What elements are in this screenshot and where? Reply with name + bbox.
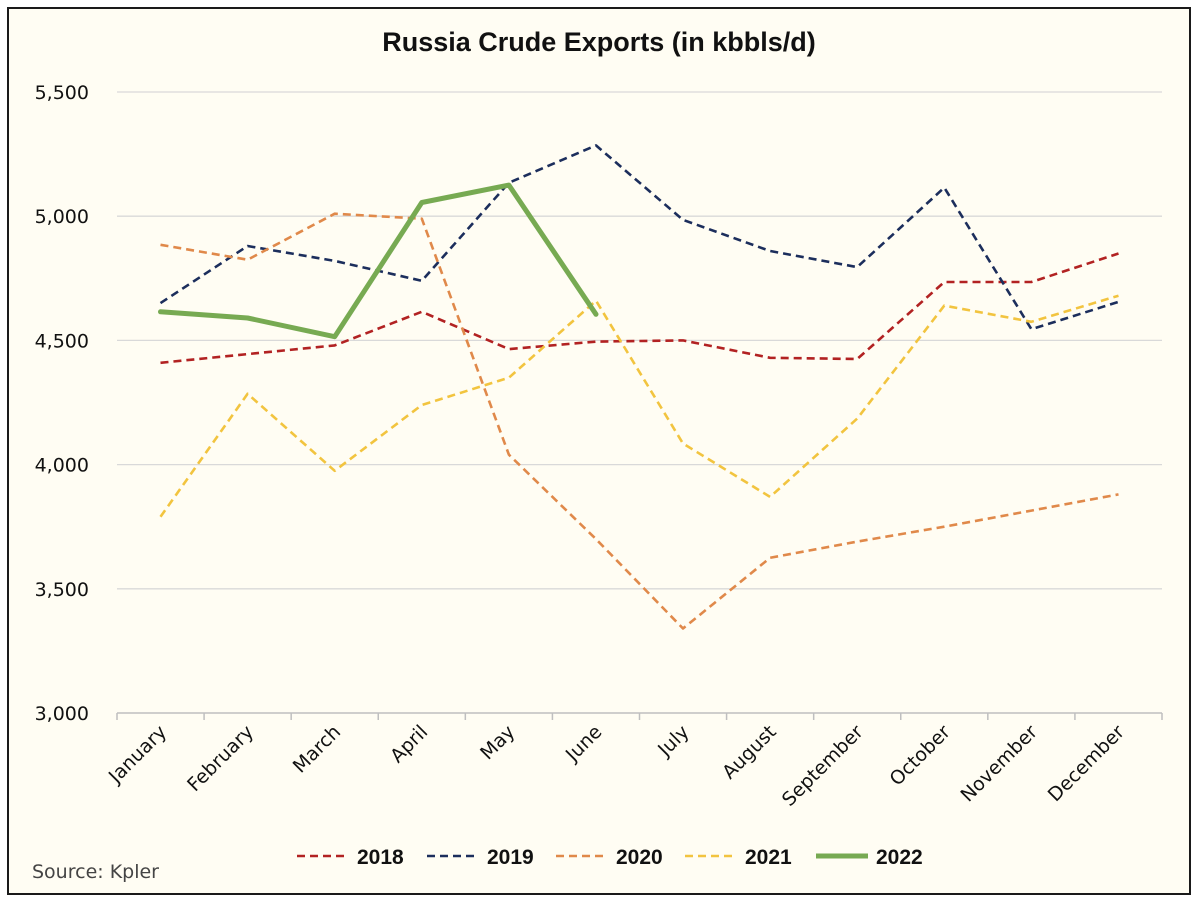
series-line-2019: [159, 144, 1119, 331]
x-tick-label: August: [718, 721, 781, 784]
x-tick-label: September: [778, 721, 868, 811]
legend-label-2019: 2019: [487, 846, 534, 869]
y-axis-ticks: 3,000 3,500 4,000 4,500 5,000 5,500: [35, 82, 89, 725]
series-line-2020: [160, 212, 1119, 630]
x-tick-label: April: [386, 721, 432, 767]
x-axis-ticks: January February March April May June July Augu…: [104, 721, 1129, 811]
legend-label-2021: 2021: [745, 846, 792, 869]
legend-label-2018: 2018: [357, 846, 404, 869]
y-tick-label: 5,000: [35, 206, 89, 228]
chart-frame: 3,000 3,500 4,000 4,500 5,000 5,500 January Fe…: [7, 7, 1191, 895]
series-lines: [158, 144, 1119, 630]
x-tick-label: May: [476, 721, 519, 764]
x-tick-label: December: [1044, 721, 1129, 806]
series-line-2022: [158, 182, 599, 340]
y-tick-label: 3,000: [35, 703, 89, 725]
source-note: Source: Kpler: [32, 861, 159, 883]
legend-label-2022: 2022: [876, 846, 923, 869]
x-tick-label: November: [956, 721, 1042, 807]
series-line-2018: [160, 252, 1119, 365]
line-chart: 3,000 3,500 4,000 4,500 5,000 5,500 January Fe…: [32, 27, 1163, 883]
x-tick-label: July: [653, 721, 693, 761]
x-tick-label: January: [104, 721, 171, 788]
legend-label-2020: 2020: [616, 846, 663, 869]
x-axis: [116, 712, 1163, 720]
chart-title: Russia Crude Exports (in kbbls/d): [382, 27, 816, 57]
x-tick-label: February: [183, 721, 258, 796]
y-tick-label: 4,500: [35, 330, 89, 352]
series-line-2021: [159, 294, 1119, 518]
legend: 2018 2019 2020 2021 2022: [297, 846, 923, 869]
x-tick-label: October: [885, 721, 954, 790]
x-tick-label: June: [561, 721, 607, 767]
y-tick-label: 5,500: [35, 82, 89, 104]
x-tick-label: March: [289, 721, 346, 778]
y-tick-label: 4,000: [35, 455, 89, 477]
y-tick-label: 3,500: [35, 579, 89, 601]
